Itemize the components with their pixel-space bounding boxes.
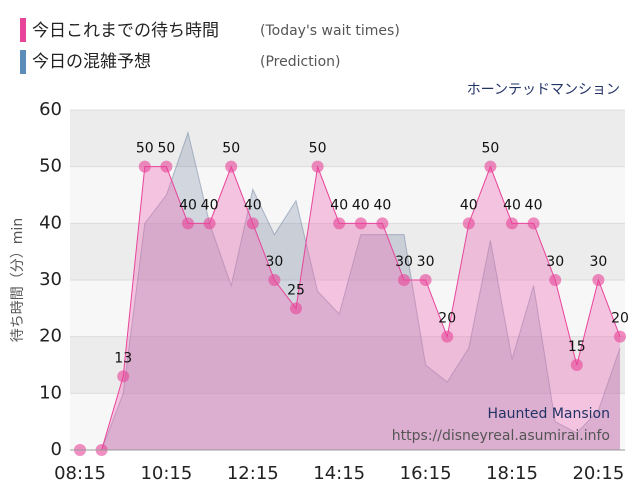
line bbox=[80, 130, 621, 451]
data-label: 30 bbox=[395, 254, 413, 270]
data-point bbox=[614, 330, 626, 343]
data-point bbox=[225, 160, 238, 173]
data-label: 40 bbox=[525, 197, 543, 213]
data-point bbox=[117, 370, 130, 383]
data-label: 50 bbox=[222, 141, 240, 157]
data-label: 50 bbox=[136, 141, 154, 157]
data-label: 13 bbox=[114, 350, 132, 366]
legend-swatch bbox=[20, 50, 26, 74]
y-tick-label: 60 bbox=[39, 99, 62, 120]
data-label: 50 bbox=[309, 141, 327, 157]
data-point bbox=[592, 274, 605, 286]
data-label: 30 bbox=[589, 254, 607, 270]
data-label: 40 bbox=[201, 197, 219, 213]
data-point bbox=[290, 302, 302, 315]
legend-label: 今日これまでの待ち時間 bbox=[32, 21, 219, 41]
data-point bbox=[376, 217, 389, 230]
data-label: 30 bbox=[417, 254, 435, 270]
y-tick-label: 0 bbox=[51, 439, 62, 460]
data-label: 40 bbox=[330, 197, 348, 213]
data-label: 20 bbox=[438, 311, 456, 327]
chart-subtitle: ホーンテッドマンション bbox=[467, 82, 620, 98]
data-label: 50 bbox=[157, 141, 175, 157]
data-label: 15 bbox=[568, 339, 586, 355]
y-tick-label: 10 bbox=[39, 382, 62, 403]
area bbox=[80, 166, 620, 450]
y-tick-label: 20 bbox=[39, 326, 62, 347]
data-point bbox=[549, 274, 562, 286]
y-tick-label: 50 bbox=[39, 156, 62, 177]
data-label: 50 bbox=[481, 141, 499, 157]
data-label: 30 bbox=[265, 254, 283, 270]
data-label: 40 bbox=[352, 197, 370, 213]
legend-label: 今日の混雑予想 bbox=[32, 52, 151, 72]
y-tick-label: 40 bbox=[39, 212, 62, 233]
y-tick-label: 30 bbox=[39, 269, 62, 290]
y-axis-label: 待ち時間（分）min bbox=[10, 218, 26, 342]
legend-swatch bbox=[20, 18, 26, 42]
data-point bbox=[441, 330, 454, 343]
data-point bbox=[398, 274, 410, 286]
data-point bbox=[138, 160, 151, 173]
data-label: 40 bbox=[460, 197, 478, 213]
x-tick-label: 16:15 bbox=[400, 463, 452, 484]
data-point bbox=[311, 160, 324, 173]
grid-band bbox=[70, 223, 625, 280]
x-tick-label: 18:15 bbox=[486, 463, 538, 484]
x-tick-label: 20:15 bbox=[572, 463, 624, 484]
watermark: Haunted Mansion bbox=[488, 406, 610, 422]
data-point bbox=[354, 217, 367, 230]
data-point bbox=[160, 160, 173, 173]
grid-band bbox=[70, 336, 625, 394]
data-label: 40 bbox=[373, 197, 391, 213]
data-point bbox=[506, 217, 518, 230]
grid-band bbox=[70, 110, 625, 167]
data-point bbox=[462, 217, 475, 230]
watermark: https://disneyreal.asumirai.info bbox=[392, 428, 610, 444]
data-point bbox=[182, 217, 194, 230]
data-label: 40 bbox=[244, 197, 262, 213]
data-point bbox=[333, 217, 346, 230]
x-tick-label: 12:15 bbox=[227, 463, 279, 484]
data-label: 40 bbox=[179, 197, 197, 213]
data-label: 25 bbox=[287, 282, 305, 298]
data-point bbox=[484, 160, 497, 173]
area bbox=[80, 132, 620, 450]
data-point bbox=[268, 274, 281, 286]
x-tick-label: 08:15 bbox=[54, 463, 106, 484]
data-point bbox=[570, 359, 583, 371]
data-point bbox=[203, 217, 216, 230]
data-point bbox=[246, 217, 259, 230]
x-tick-label: 10:15 bbox=[140, 463, 192, 484]
data-point bbox=[419, 274, 432, 286]
data-label: 30 bbox=[546, 254, 564, 270]
legend-note: (Today's wait times) bbox=[260, 23, 400, 39]
legend-note: (Prediction) bbox=[260, 54, 340, 70]
data-point bbox=[527, 217, 540, 230]
data-label: 40 bbox=[503, 197, 521, 213]
data-label: 20 bbox=[611, 311, 629, 327]
x-tick-label: 14:15 bbox=[313, 463, 365, 484]
